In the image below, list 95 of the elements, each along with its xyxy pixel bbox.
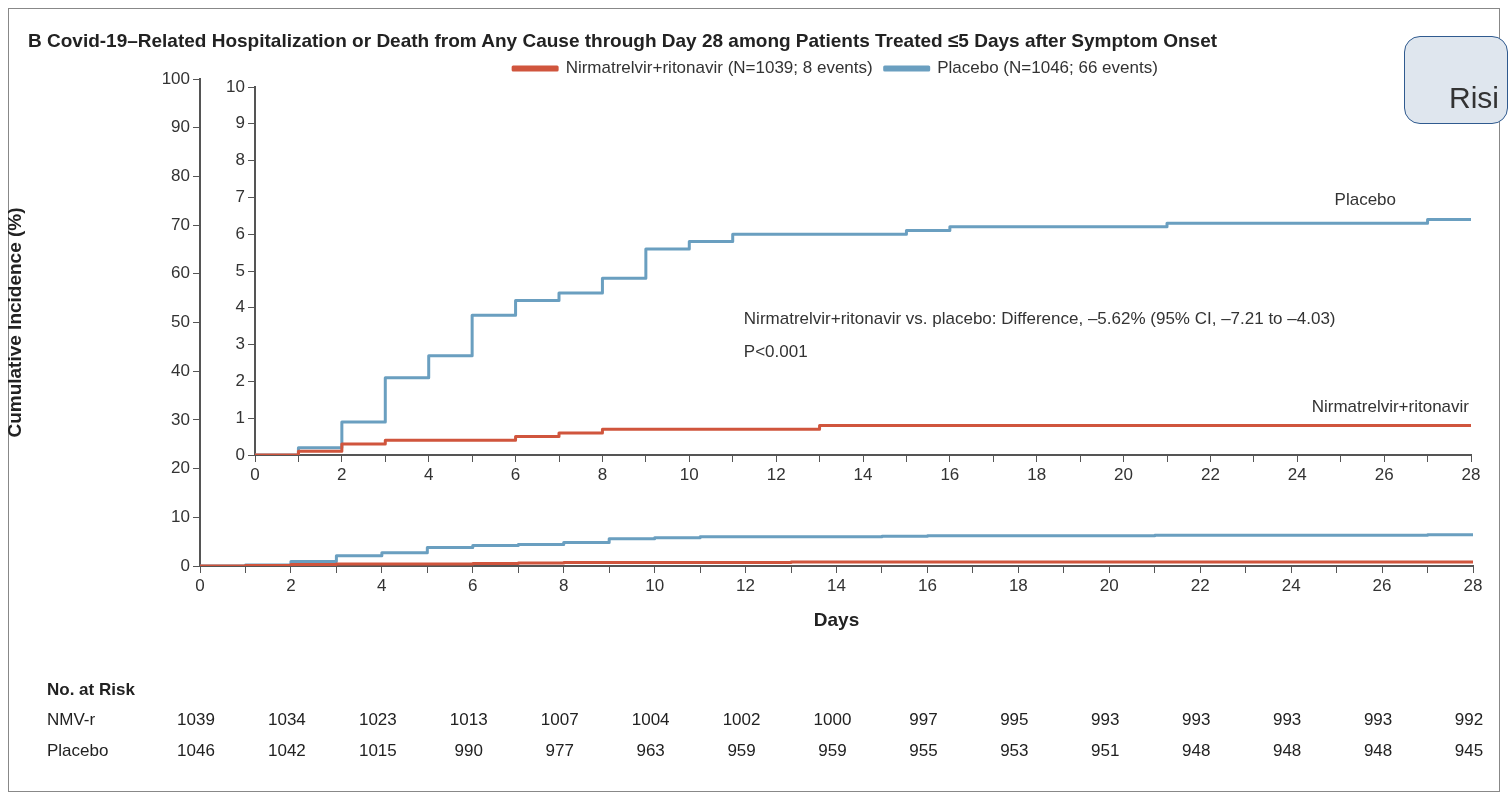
x-tick-label: 14 [853, 464, 873, 484]
y-tick-label: 10 [171, 506, 190, 526]
text: 955 [909, 741, 938, 761]
x-tick-label: 4 [377, 575, 387, 595]
x-tick-label: 2 [337, 464, 347, 484]
annotation: Placebo [1334, 190, 1396, 210]
text: 990 [454, 741, 483, 761]
y-tick-label: 1 [235, 407, 245, 427]
text: 1046 [177, 741, 215, 761]
text: 1042 [268, 741, 306, 761]
x-tick-label: 20 [1099, 575, 1119, 595]
text: 997 [909, 710, 938, 730]
x-tick-label: 10 [645, 575, 665, 595]
y-tick-label: 30 [171, 409, 190, 429]
legend-label: Placebo (N=1046; 66 events) [937, 58, 1158, 78]
x-tick-label: 0 [250, 464, 260, 484]
x-tick-label: 22 [1200, 464, 1220, 484]
x-tick-label: 26 [1374, 464, 1394, 484]
callout-bubble: Risi [1404, 36, 1508, 124]
x-tick-label: 16 [917, 575, 937, 595]
y-tick-label: 80 [171, 166, 190, 186]
text: 953 [1000, 741, 1029, 761]
x-tick-label: 6 [468, 575, 478, 595]
text: 951 [1091, 741, 1120, 761]
text: 948 [1363, 741, 1393, 761]
text: NMV-r [47, 710, 96, 730]
y-tick-label: 0 [235, 444, 245, 464]
y-tick-label: 8 [235, 150, 245, 170]
text: 992 [1454, 710, 1484, 730]
text: 1023 [358, 710, 397, 730]
text: 1034 [268, 710, 306, 730]
text: 948 [1272, 741, 1302, 761]
legend-label: Nirmatrelvir+ritonavir (N=1039; 8 events) [565, 58, 873, 78]
x-axis-title: Days [813, 608, 860, 630]
text: 993 [1182, 710, 1211, 730]
y-tick-label: 70 [171, 214, 190, 234]
text: 959 [818, 741, 847, 761]
y-tick-label: 4 [235, 297, 245, 317]
x-tick-label: 2 [286, 575, 296, 595]
x-tick-label: 8 [558, 575, 569, 595]
x-tick-label: 26 [1372, 575, 1392, 595]
x-tick-label: 20 [1114, 464, 1134, 484]
x-tick-label: 28 [1463, 575, 1483, 595]
y-tick-label: 50 [171, 312, 190, 332]
annotation: Risi [1449, 81, 1499, 115]
y-tick-label: 2 [235, 371, 245, 391]
x-tick-label: 22 [1190, 575, 1210, 595]
text: 1015 [358, 741, 397, 761]
text: 1000 [813, 710, 852, 730]
y-tick-label: 100 [161, 68, 190, 88]
x-tick-label: 4 [423, 464, 434, 484]
x-tick-label: 14 [827, 575, 846, 595]
text: 948 [1182, 741, 1211, 761]
x-tick-label: 8 [597, 464, 608, 484]
x-tick-label: 12 [766, 464, 786, 484]
y-tick-label: 5 [235, 260, 245, 280]
x-tick-label: 18 [1008, 575, 1028, 595]
text: 959 [727, 741, 756, 761]
y-tick-label: 60 [171, 263, 190, 283]
text: 1002 [722, 710, 761, 730]
x-tick-label: 12 [736, 575, 756, 595]
text: No. at Risk [47, 680, 135, 700]
y-tick-label: 7 [235, 187, 245, 207]
x-tick-label: 18 [1027, 464, 1047, 484]
y-tick-label: 3 [235, 334, 245, 354]
text: 993 [1363, 710, 1393, 730]
text: 1039 [177, 710, 215, 730]
annotation: P<0.001 [743, 342, 808, 362]
x-tick-label: 24 [1281, 575, 1301, 595]
text: 1013 [449, 710, 488, 730]
y-tick-label: 0 [180, 555, 190, 575]
y-axis-title: Cumulative Incidence (%) [3, 207, 25, 438]
x-tick-label: 10 [679, 464, 699, 484]
text: 963 [636, 741, 665, 761]
y-tick-label: 90 [171, 117, 190, 137]
text: 1004 [631, 710, 670, 730]
text: 993 [1091, 710, 1120, 730]
y-tick-label: 9 [235, 113, 245, 133]
chart-title: B Covid-19–Related Hospitalization or Death from Any Cause through Day 28 among Patients Treated ≤5 Days after Symptom Onset [28, 30, 1218, 52]
text: 995 [1000, 710, 1029, 730]
text: 1007 [540, 710, 579, 730]
text: 977 [545, 741, 574, 761]
y-tick-label: 10 [226, 76, 245, 96]
text: 945 [1454, 741, 1484, 761]
y-tick-label: 40 [171, 360, 190, 380]
x-tick-label: 0 [195, 575, 205, 595]
x-tick-label: 6 [510, 464, 521, 484]
x-tick-label: 16 [940, 464, 960, 484]
x-tick-label: 24 [1287, 464, 1307, 484]
annotation: Nirmatrelvir+ritonavir [1311, 396, 1470, 416]
text: 993 [1272, 710, 1302, 730]
text: Placebo [47, 741, 109, 761]
y-tick-label: 6 [235, 223, 245, 243]
annotation: Nirmatrelvir+ritonavir vs. placebo: Difference, –5.62% (95% CI, –7.21 to –4.03) [743, 309, 1336, 329]
x-tick-label: 28 [1461, 464, 1481, 484]
